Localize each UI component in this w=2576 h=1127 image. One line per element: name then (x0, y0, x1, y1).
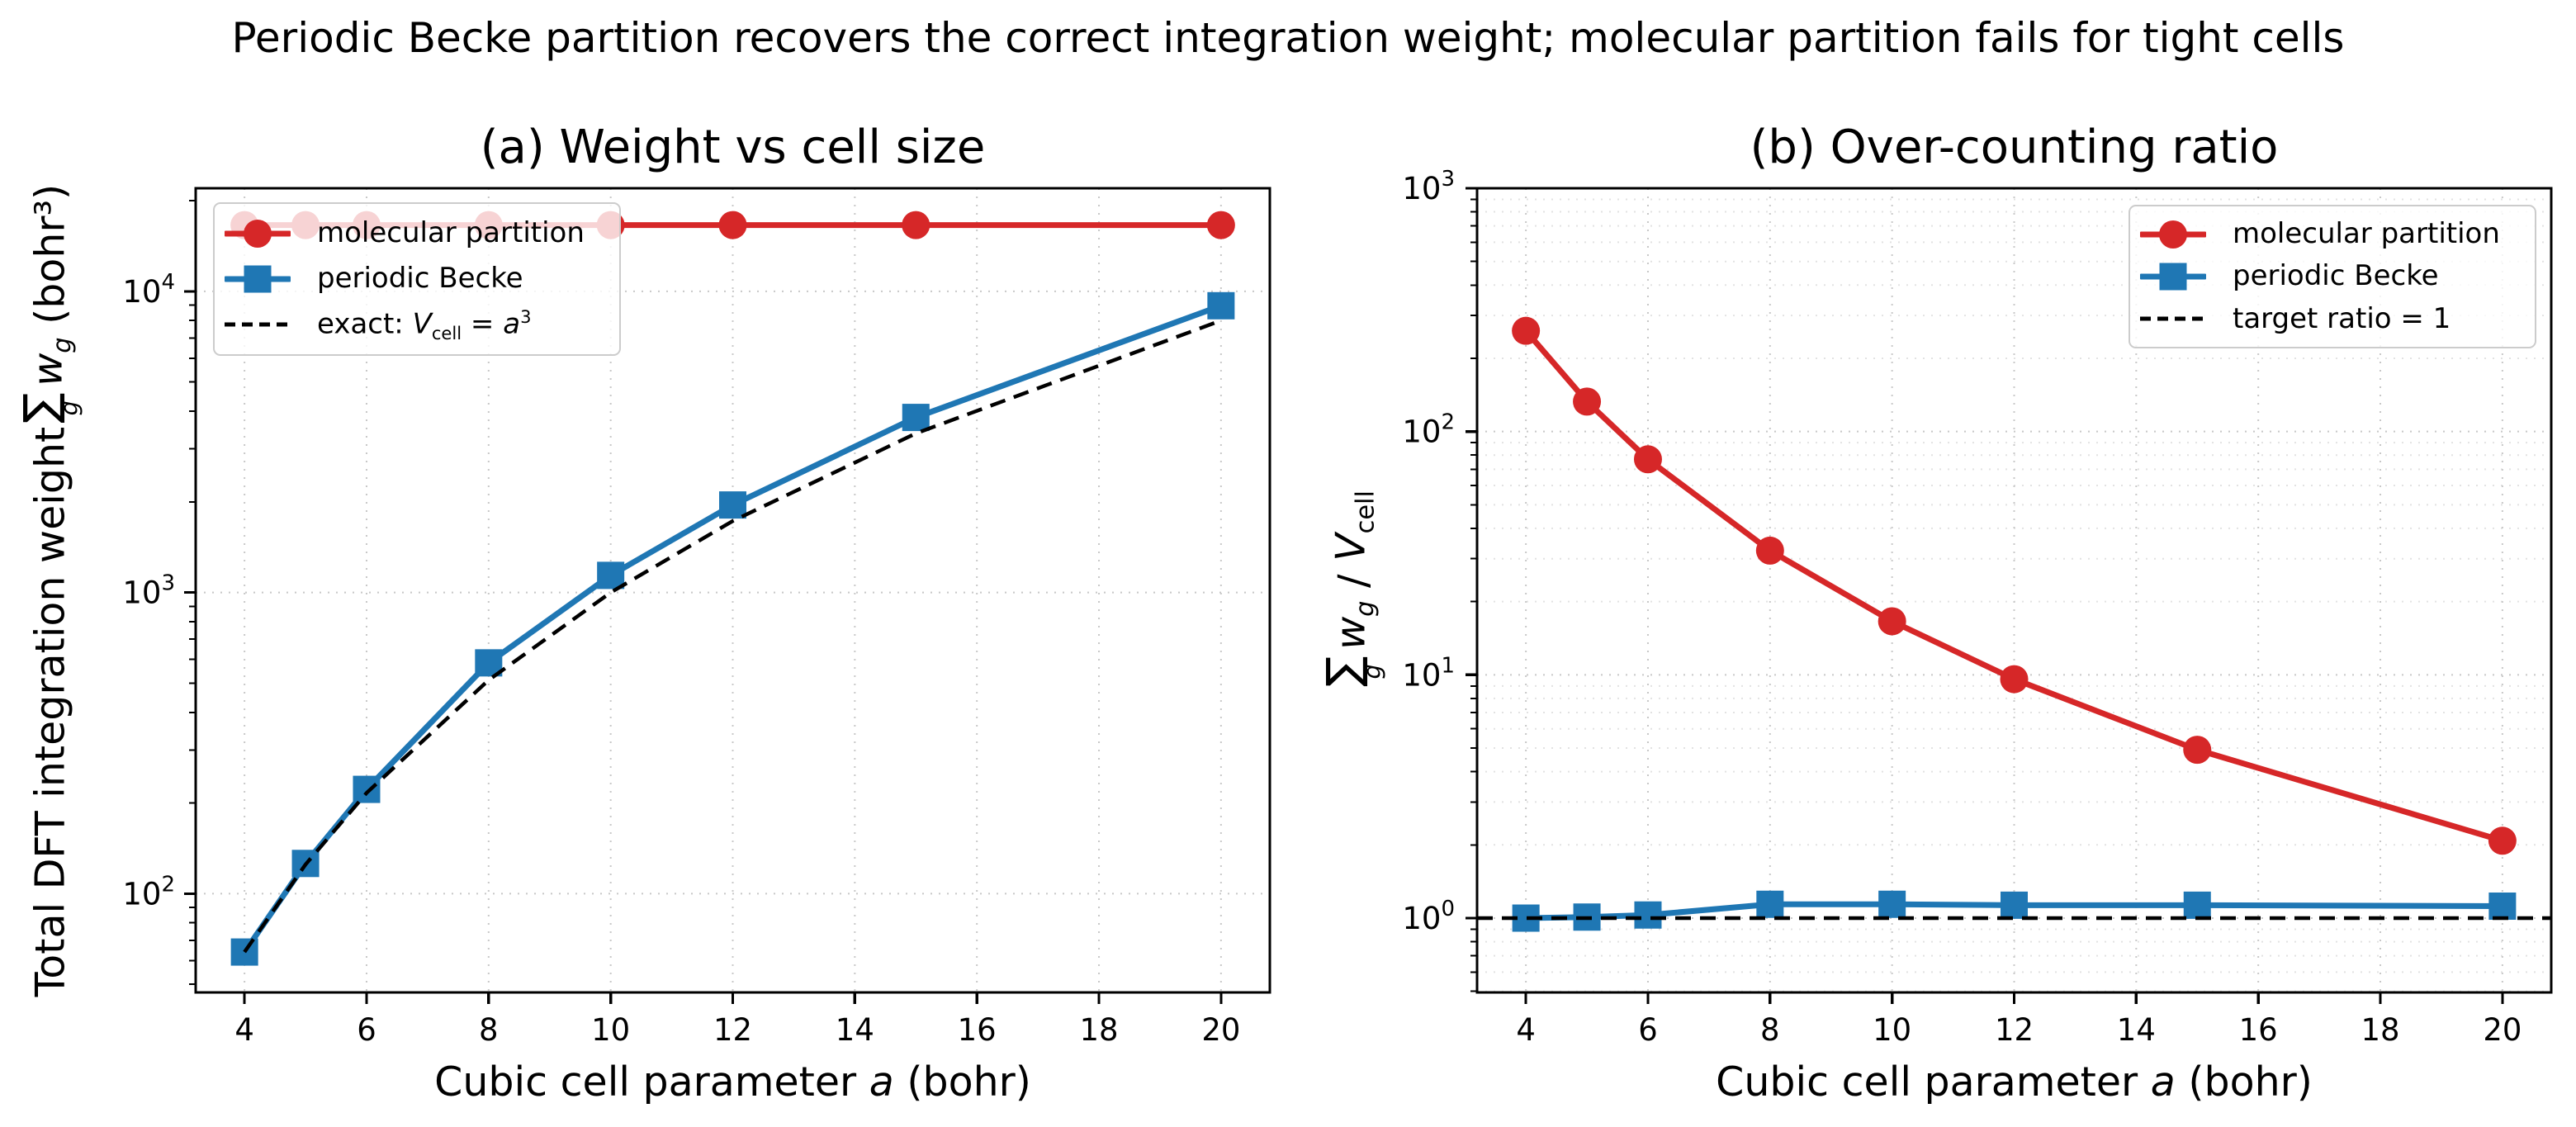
marker-molecular-partition (2488, 826, 2517, 855)
marker-periodic-becke (2183, 891, 2211, 919)
legend-label: periodic Becke (2233, 259, 2439, 293)
marker-periodic-becke (353, 775, 381, 803)
panel-b-ylabel: ∑ g wg / Vcell (1316, 490, 1386, 690)
marker-periodic-becke (2001, 891, 2028, 919)
legend-item-periodic-becke: periodic Becke (2140, 255, 2535, 297)
x-tick-label: 4 (234, 1012, 254, 1048)
panel-a-xlabel: Cubic cell parameter a (bohr) (434, 1058, 1031, 1106)
x-tick-label: 14 (836, 1012, 874, 1048)
square-marker-icon (244, 265, 272, 293)
panel-a-legend: molecular partition periodic Becke exact… (213, 202, 621, 356)
ylabel-b-slash: / (1330, 561, 1378, 601)
legend-label: exact: Vcell = a3 (317, 305, 532, 343)
dashed-line-icon (225, 308, 291, 341)
x-tick-label: 20 (2483, 1012, 2522, 1048)
y-tick-label: 103 (1402, 167, 1455, 206)
sum-icon: ∑ g (1316, 656, 1386, 687)
marker-molecular-partition (718, 211, 747, 239)
y-tick-label: 104 (122, 270, 175, 310)
legend-label: target ratio = 1 (2233, 301, 2451, 335)
circle-marker-icon (244, 219, 272, 248)
marker-molecular-partition (1755, 536, 1784, 565)
legend-label: molecular partition (317, 215, 585, 249)
marker-periodic-becke (2488, 893, 2517, 921)
x-tick-label: 16 (2239, 1012, 2278, 1048)
figure-suptitle: Periodic Becke partition recovers the co… (231, 14, 2345, 62)
x-tick-label: 16 (958, 1012, 997, 1048)
marker-molecular-partition (1512, 316, 1541, 345)
legend-item-periodic-becke: periodic Becke (225, 256, 619, 301)
marker-molecular-partition (2000, 665, 2029, 694)
y-tick-label: 100 (1402, 897, 1455, 936)
marker-molecular-partition (2183, 736, 2212, 765)
x-tick-label: 10 (1873, 1012, 1911, 1048)
legend-item-molecular-partition: molecular partition (225, 211, 619, 256)
y-tick-label: 102 (122, 872, 175, 912)
panel-b-title: (b) Over-counting ratio (1750, 121, 2279, 174)
x-tick-label: 8 (1760, 1012, 1780, 1048)
legend-label: periodic Becke (317, 262, 523, 296)
red-line-swatch (2140, 218, 2206, 251)
ylabel-b-vcell: Vcell (1327, 490, 1380, 561)
legend-label: molecular partition (2233, 216, 2500, 250)
x-tick-label: 8 (479, 1012, 499, 1048)
x-tick-label: 20 (1201, 1012, 1240, 1048)
marker-molecular-partition (902, 211, 930, 239)
marker-molecular-partition (1206, 211, 1235, 239)
legend-item-exact: exact: Vcell = a3 (225, 302, 619, 348)
dashed-line-icon (2140, 302, 2206, 335)
x-tick-label: 18 (1079, 1012, 1118, 1048)
legend-item-molecular-partition: molecular partition (2140, 213, 2535, 255)
panel-a-ylabel: Total DFT integration weight ∑ g wg (bohr… (13, 183, 83, 997)
ylabel-a-w: wg (24, 337, 78, 386)
series-line-periodic-becke (242, 303, 1223, 954)
blue-line-swatch (225, 263, 291, 296)
x-tick-label: 4 (1516, 1012, 1536, 1048)
ylabel-b-w: wg (1327, 600, 1380, 650)
x-tick-label: 18 (2361, 1012, 2399, 1048)
marker-periodic-becke (1634, 901, 1662, 929)
marker-periodic-becke (1756, 890, 1784, 918)
marker-periodic-becke (902, 404, 930, 432)
panel-b-legend: molecular partition periodic Becke targe… (2129, 205, 2536, 348)
legend-item-target-ratio: target ratio = 1 (2140, 298, 2535, 340)
marker-periodic-becke (1207, 291, 1235, 320)
ylabel-a-text: Total DFT integration weight (27, 426, 75, 997)
ylabel-a-units: (bohr³) (27, 183, 75, 338)
sum-icon: ∑ g (13, 392, 83, 424)
x-tick-label: 14 (2117, 1012, 2156, 1048)
marker-periodic-becke (719, 491, 746, 519)
marker-periodic-becke (1878, 890, 1906, 918)
x-tick-label: 10 (591, 1012, 630, 1048)
x-tick-label: 6 (1638, 1012, 1658, 1048)
y-tick-label: 103 (122, 571, 175, 611)
marker-molecular-partition (1878, 607, 1906, 636)
y-tick-label: 101 (1402, 653, 1455, 693)
reference-line-exact-v-cell-a-3 (243, 319, 1222, 954)
panel-a-title: (a) Weight vs cell size (480, 121, 986, 174)
blue-line-swatch (2140, 260, 2206, 293)
circle-marker-icon (2159, 220, 2187, 249)
x-tick-label: 12 (713, 1012, 752, 1048)
x-tick-label: 12 (1995, 1012, 2034, 1048)
marker-molecular-partition (1573, 387, 1602, 416)
y-tick-label: 102 (1402, 410, 1455, 450)
square-marker-icon (2159, 263, 2187, 291)
red-line-swatch (225, 217, 291, 250)
panel-b-xlabel: Cubic cell parameter a (bohr) (1716, 1058, 2313, 1106)
marker-molecular-partition (1633, 445, 1662, 474)
x-tick-label: 6 (357, 1012, 376, 1048)
marker-periodic-becke (597, 561, 625, 590)
